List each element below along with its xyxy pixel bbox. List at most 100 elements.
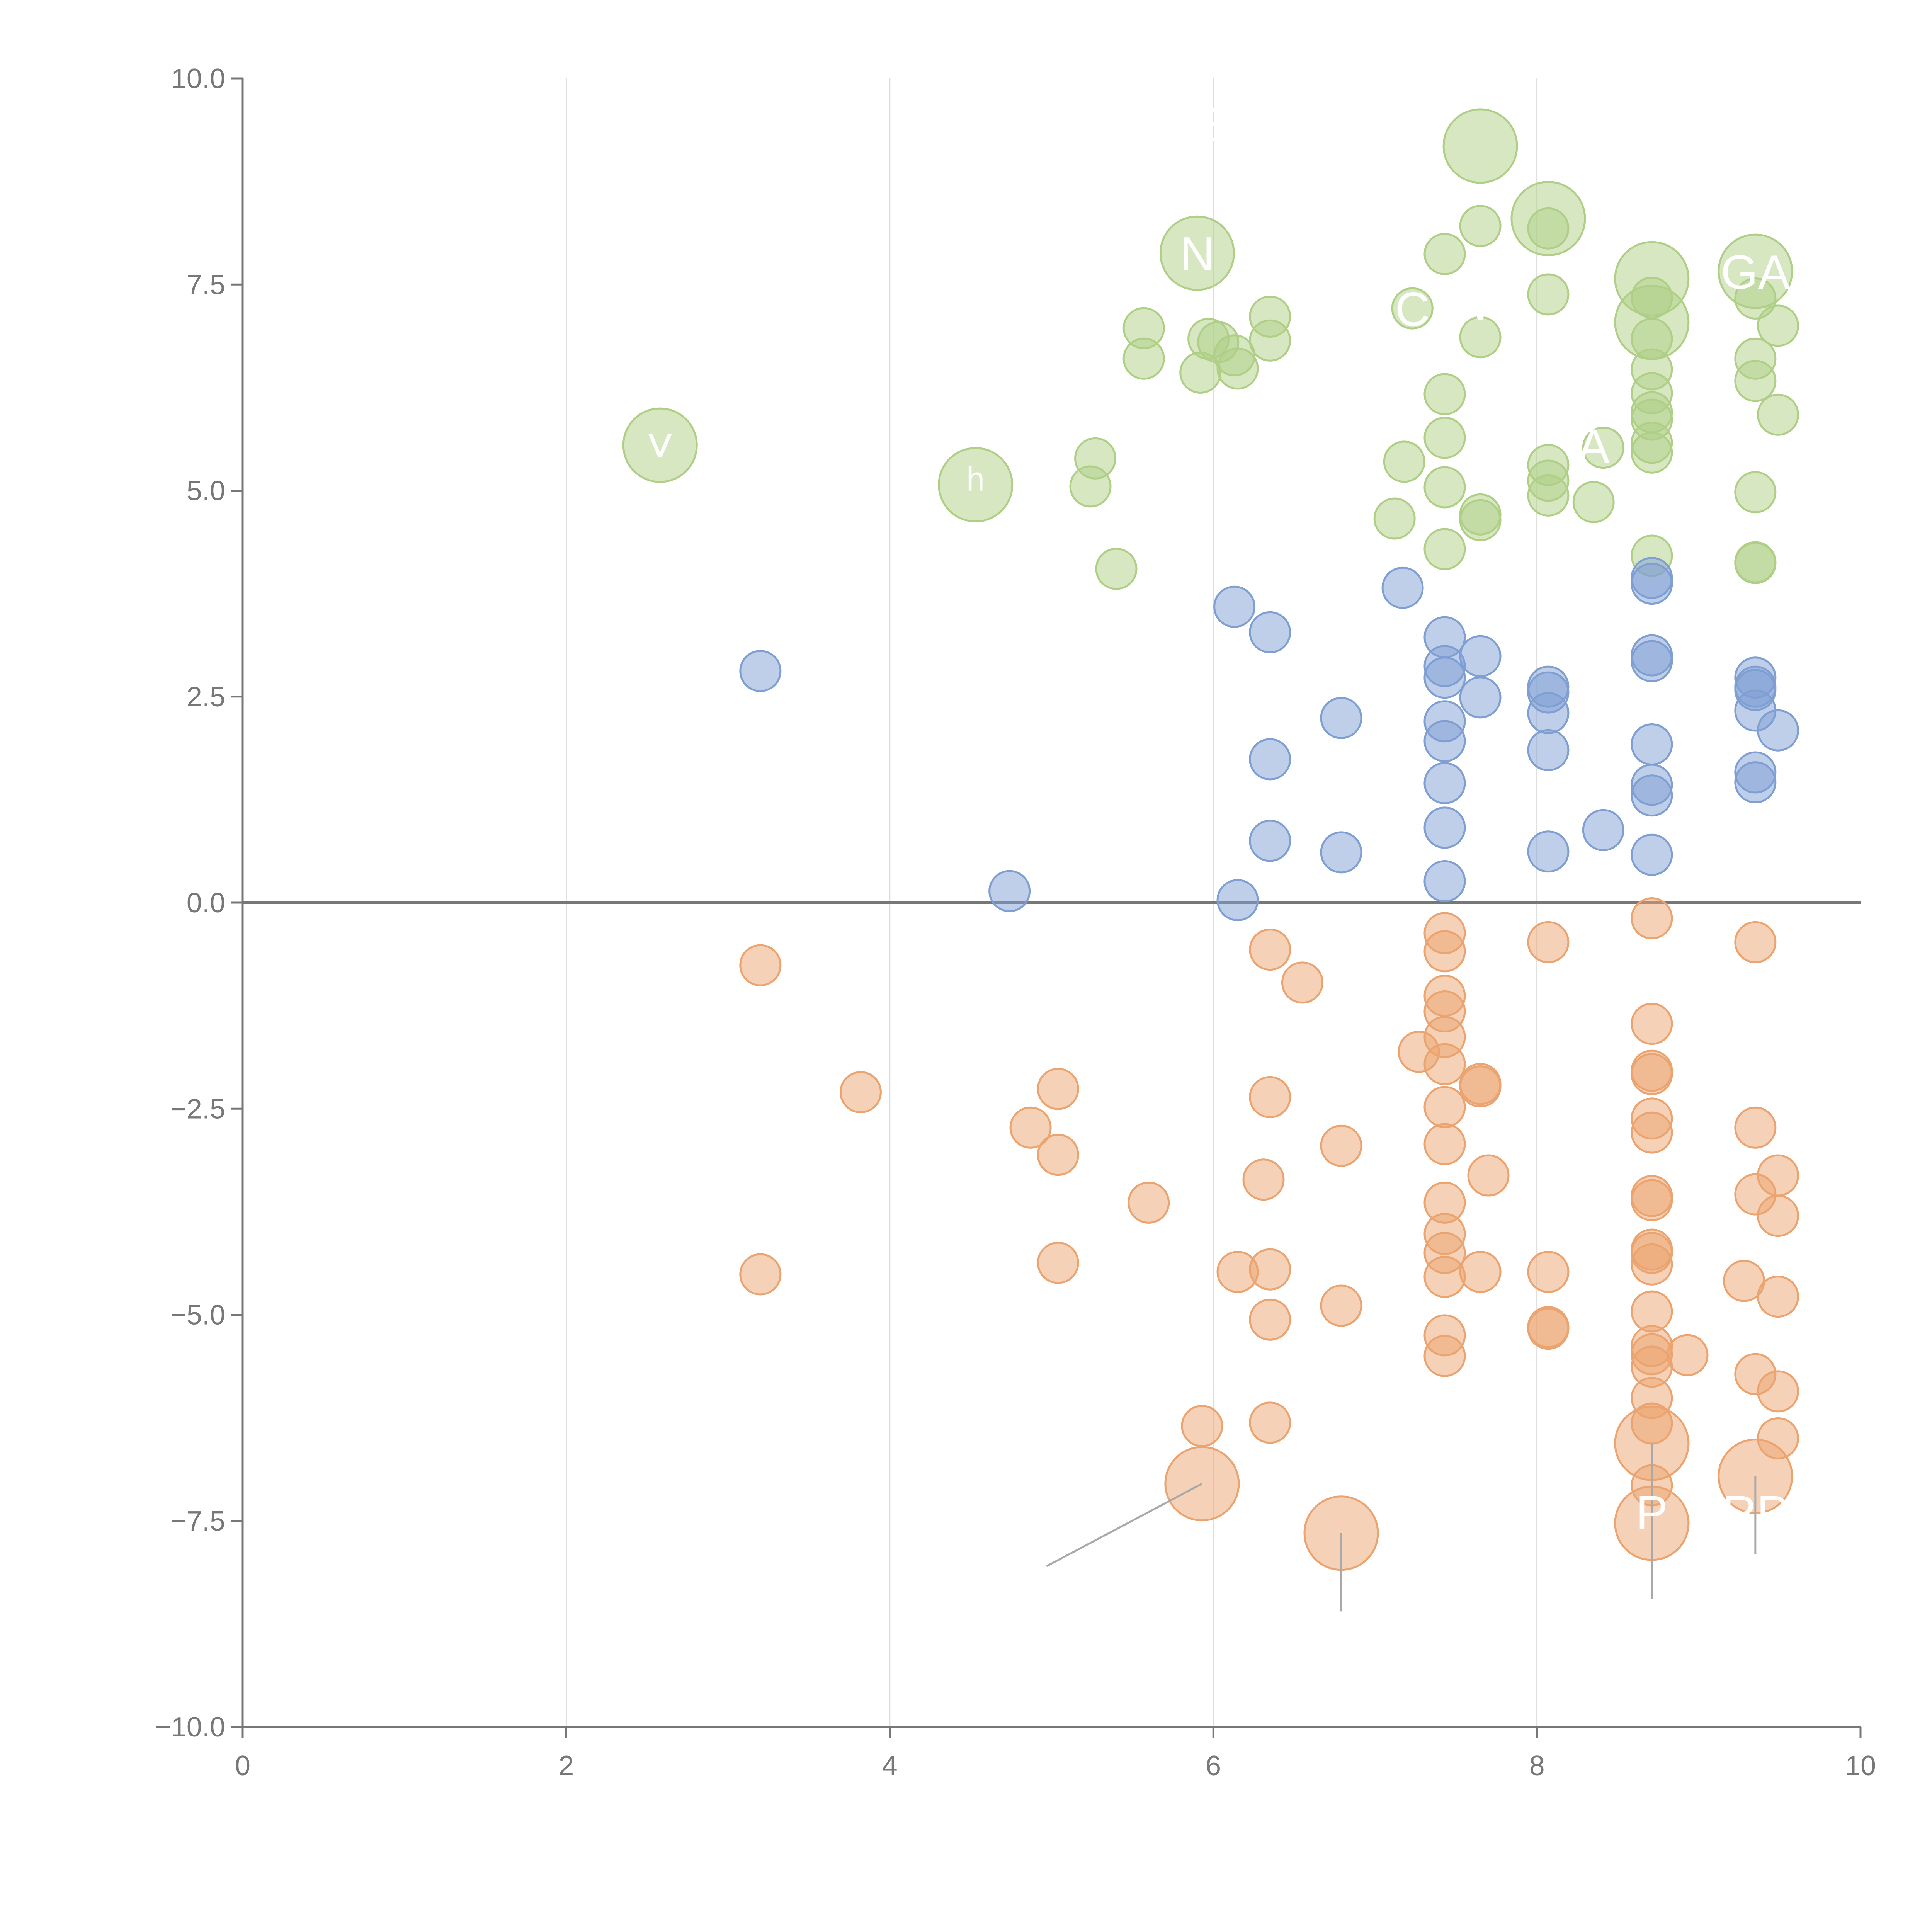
y-tick-label: −7.5 — [170, 1506, 225, 1537]
green-small-point — [1423, 528, 1466, 570]
blue-small-point — [1459, 635, 1502, 677]
y-tick-label: −2.5 — [170, 1094, 225, 1124]
blue-small-point — [1423, 860, 1466, 903]
blue-small-point — [1423, 806, 1466, 849]
blue-small-point — [1423, 656, 1466, 699]
point-label: E — [1194, 98, 1226, 151]
orange-small-point — [1249, 1298, 1291, 1341]
green-large-point — [622, 407, 698, 483]
green-small-point — [1249, 319, 1291, 362]
orange-small-point — [1249, 1248, 1291, 1291]
orange-small-point — [739, 1253, 782, 1296]
green-small-point — [1757, 393, 1799, 436]
orange-small-point — [1631, 1179, 1673, 1221]
orange-small-point — [1757, 1154, 1799, 1197]
green-small-point — [1122, 337, 1165, 380]
y-tick-label: 0.0 — [187, 888, 225, 918]
x-tick-label: 4 — [882, 1750, 898, 1781]
blue-small-point — [1527, 830, 1570, 873]
green-small-point — [1572, 481, 1615, 523]
blue-small-point — [1631, 640, 1673, 682]
point-label: ˅ — [646, 420, 674, 473]
green-large-point — [1510, 181, 1586, 257]
green-small-point — [1734, 471, 1777, 514]
green-small-point — [1216, 347, 1259, 390]
data-points — [622, 108, 1799, 1571]
x-tick-label: 10 — [1845, 1750, 1876, 1781]
orange-small-point — [839, 1071, 882, 1114]
orange-small-point — [1249, 929, 1291, 971]
orange-small-point — [1423, 1123, 1466, 1165]
orange-small-point — [1423, 1335, 1466, 1377]
orange-small-point — [1631, 897, 1673, 940]
orange-small-point — [1423, 1043, 1466, 1085]
blue-small-point — [1631, 723, 1673, 765]
green-small-point — [1631, 391, 1673, 434]
green-small-point — [1391, 287, 1434, 330]
orange-small-point — [1527, 1251, 1570, 1293]
orange-small-point — [1128, 1181, 1170, 1224]
blue-small-point — [1527, 729, 1570, 771]
x-tick-label: 2 — [558, 1750, 574, 1781]
green-small-point — [1074, 437, 1117, 480]
orange-small-point — [1757, 1195, 1799, 1237]
green-small-point — [1631, 431, 1673, 474]
leader-lines — [1046, 1443, 1757, 1612]
orange-small-point — [1320, 1124, 1362, 1167]
y-tick-label: 7.5 — [187, 269, 225, 300]
green-small-point — [1423, 417, 1466, 459]
leader-line — [1046, 1483, 1203, 1567]
point-label: A — [1578, 420, 1610, 473]
blue-small-point — [1320, 697, 1362, 739]
blue-small-point — [1631, 774, 1673, 817]
orange-small-point — [1666, 1334, 1709, 1376]
green-large-point — [938, 447, 1014, 523]
orange-small-point — [1459, 1251, 1502, 1293]
blue-small-point — [1459, 676, 1502, 719]
orange-small-point — [1734, 921, 1777, 963]
orange-small-point — [1467, 1154, 1510, 1197]
green-small-point — [1423, 233, 1466, 275]
orange-small-point — [1320, 1284, 1362, 1327]
point-label: ˅ — [1466, 283, 1494, 336]
y-tick-label: 5.0 — [187, 476, 225, 507]
green-large-point — [1718, 233, 1793, 309]
blue-small-point — [1320, 831, 1362, 874]
blue-small-point — [1631, 563, 1673, 605]
orange-small-point — [1037, 1134, 1079, 1176]
blue-small-point — [1249, 820, 1291, 862]
orange-small-point — [1757, 1276, 1799, 1318]
orange-small-point — [1631, 1003, 1673, 1045]
y-tick-label: 10.0 — [171, 63, 225, 94]
green-large-point — [1159, 215, 1235, 291]
blue-small-point — [1734, 761, 1777, 804]
orange-small-point — [1423, 1255, 1466, 1298]
point-label: N — [1180, 228, 1215, 281]
green-small-point — [1459, 205, 1502, 247]
axes: 10.0 7.5 5.0 2.5 0.0 −2.5 −5.0 −7.5 −10.0 0 2 4 6 8 10 — [155, 63, 1876, 1781]
orange-small-point — [1734, 1106, 1777, 1149]
x-tick-label: 8 — [1529, 1750, 1545, 1781]
green-small-point — [1734, 542, 1777, 584]
blue-small-point — [1631, 833, 1673, 876]
blue-small-point — [1527, 692, 1570, 734]
green-small-point — [1423, 466, 1466, 509]
green-small-point — [1459, 316, 1502, 359]
orange-small-point — [1631, 1053, 1673, 1095]
blue-small-point — [1213, 585, 1256, 628]
point-label: RP — [1722, 1486, 1789, 1539]
orange-small-point — [1037, 1242, 1079, 1284]
orange-small-point — [1527, 1308, 1570, 1350]
green-small-point — [1095, 548, 1138, 590]
green-small-point — [1527, 273, 1570, 316]
orange-small-point — [1423, 930, 1466, 973]
green-small-point — [1582, 427, 1624, 469]
blue-small-point — [1216, 879, 1259, 922]
orange-small-point — [1249, 1076, 1291, 1118]
blue-small-point — [1423, 720, 1466, 762]
point-labels: ˅ ʰ N E C ˅ A GA P RP — [646, 98, 1790, 1539]
blue-small-point — [1381, 566, 1424, 609]
green-small-point — [1734, 360, 1777, 402]
